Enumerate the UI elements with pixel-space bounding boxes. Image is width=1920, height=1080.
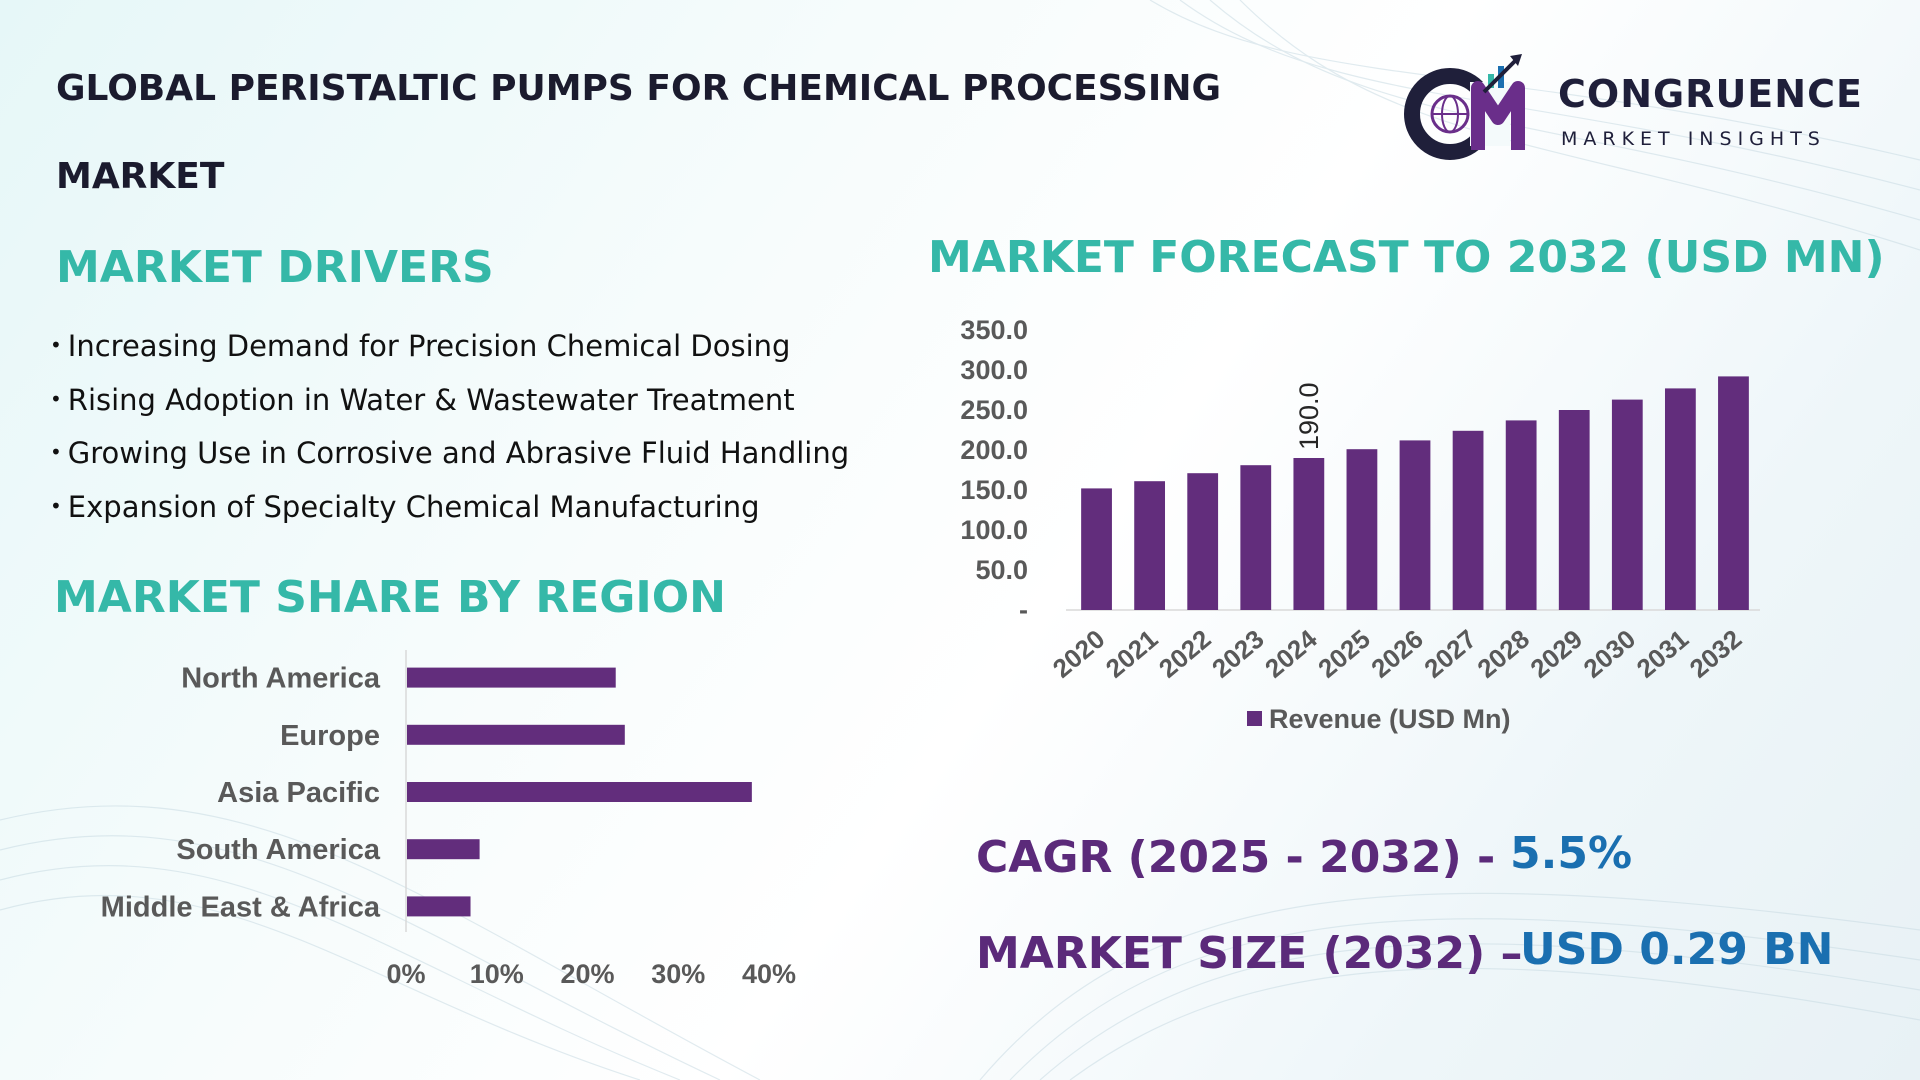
bar xyxy=(1293,458,1325,610)
x-tick-label: 2029 xyxy=(1524,624,1588,684)
driver-text: Increasing Demand for Precision Chemical… xyxy=(67,329,791,363)
category-label: North America xyxy=(181,663,381,695)
x-tick-label: 2021 xyxy=(1100,624,1164,684)
x-tick-label: 2023 xyxy=(1206,624,1270,684)
list-item: • Growing Use in Corrosive and Abrasive F… xyxy=(50,429,849,483)
bullet-icon: • xyxy=(50,440,62,464)
x-tick-label: 2032 xyxy=(1684,624,1748,684)
bar xyxy=(1081,488,1112,610)
bar xyxy=(1664,388,1696,610)
x-tick-label: 2031 xyxy=(1631,624,1695,684)
drivers-list: • Increasing Demand for Precision Chemica… xyxy=(50,322,849,536)
cagr-value: 5.5% xyxy=(1510,828,1633,879)
y-tick-label: 200.0 xyxy=(960,435,1028,465)
x-tick-label: 40% xyxy=(742,959,796,989)
company-logo: CONGRUENCE MARKET INSIGHTS xyxy=(1400,52,1870,162)
bar xyxy=(1399,440,1431,610)
y-tick-label: 350.0 xyxy=(960,315,1028,345)
market-size-label: MARKET SIZE (2032) – xyxy=(976,928,1523,979)
bullet-icon: • xyxy=(50,386,62,411)
bar xyxy=(1505,420,1537,610)
x-tick-label: 10% xyxy=(470,959,524,989)
bar xyxy=(1240,465,1272,610)
bar xyxy=(1346,449,1378,610)
bar xyxy=(1187,473,1219,610)
y-tick-label: 150.0 xyxy=(960,475,1028,505)
y-tick-label: 300.0 xyxy=(960,355,1028,385)
drivers-heading: MARKET DRIVERS xyxy=(56,242,494,293)
bullet-icon: • xyxy=(50,493,62,518)
list-item: • Increasing Demand for Precision Chemica… xyxy=(50,322,849,376)
x-tick-label: 0% xyxy=(386,959,425,989)
forecast-bar-chart: -50.0100.0150.0200.0250.0300.0350.020202… xyxy=(960,315,1760,734)
market-size-value: USD 0.29 BN xyxy=(1520,924,1834,975)
x-tick-label: 2030 xyxy=(1578,624,1642,684)
bar xyxy=(1452,430,1484,610)
x-tick-label: 20% xyxy=(560,959,614,989)
driver-text: Rising Adoption in Water & Wastewater Tr… xyxy=(67,382,795,417)
bullet-icon: • xyxy=(50,333,62,357)
region-bar-chart: North America Europe Asia Pacific South Ame… xyxy=(101,650,796,989)
y-tick-label: 50.0 xyxy=(975,555,1028,585)
x-tick-label: 2028 xyxy=(1471,624,1535,684)
legend-label: Revenue (USD Mn) xyxy=(1269,704,1511,734)
bar xyxy=(407,667,616,688)
category-label: Asia Pacific xyxy=(217,777,380,809)
data-label: 190.0 xyxy=(1294,382,1324,450)
page-title-line-1: GLOBAL PERISTALTIC PUMPS FOR CHEMICAL PR… xyxy=(56,68,1221,109)
bar xyxy=(407,724,625,745)
y-tick-label: 100.0 xyxy=(960,515,1028,545)
bar xyxy=(1611,399,1643,610)
driver-text: Expansion of Specialty Chemical Manufact… xyxy=(67,489,760,524)
x-tick-label: 30% xyxy=(651,959,705,989)
cagr-label: CAGR (2025 - 2032) - xyxy=(976,832,1496,883)
cm-logo-mark-icon xyxy=(1404,54,1525,160)
bar xyxy=(1718,376,1749,610)
category-label: South America xyxy=(176,834,380,866)
category-label: Europe xyxy=(280,720,380,752)
bar xyxy=(1558,410,1590,610)
bar xyxy=(407,839,480,860)
x-tick-label: 2026 xyxy=(1365,624,1429,684)
list-item: • Rising Adoption in Water & Wastewater T… xyxy=(50,376,849,430)
forecast-heading: MARKET FORECAST TO 2032 (USD MN) xyxy=(928,232,1885,283)
logo-tagline: MARKET INSIGHTS xyxy=(1561,128,1826,150)
bar xyxy=(407,896,471,917)
bar xyxy=(407,782,752,802)
region-heading: MARKET SHARE BY REGION xyxy=(54,572,726,623)
x-tick-label: 2024 xyxy=(1259,623,1323,684)
x-tick-label: 2020 xyxy=(1047,624,1111,684)
legend-swatch xyxy=(1247,711,1262,726)
bar xyxy=(1134,481,1166,610)
logo-name: CONGRUENCE xyxy=(1558,72,1863,116)
category-label: Middle East & Africa xyxy=(101,891,381,923)
driver-text: Growing Use in Corrosive and Abrasive Fl… xyxy=(67,436,850,470)
page-title-line-2: MARKET xyxy=(56,156,225,197)
y-tick-label: 250.0 xyxy=(960,395,1028,425)
x-tick-label: 2022 xyxy=(1153,624,1217,684)
x-tick-label: 2025 xyxy=(1312,624,1376,684)
list-item: • Expansion of Specialty Chemical Manufac… xyxy=(50,483,849,537)
x-tick-label: 2027 xyxy=(1418,624,1482,684)
y-tick-label: - xyxy=(1019,595,1028,625)
